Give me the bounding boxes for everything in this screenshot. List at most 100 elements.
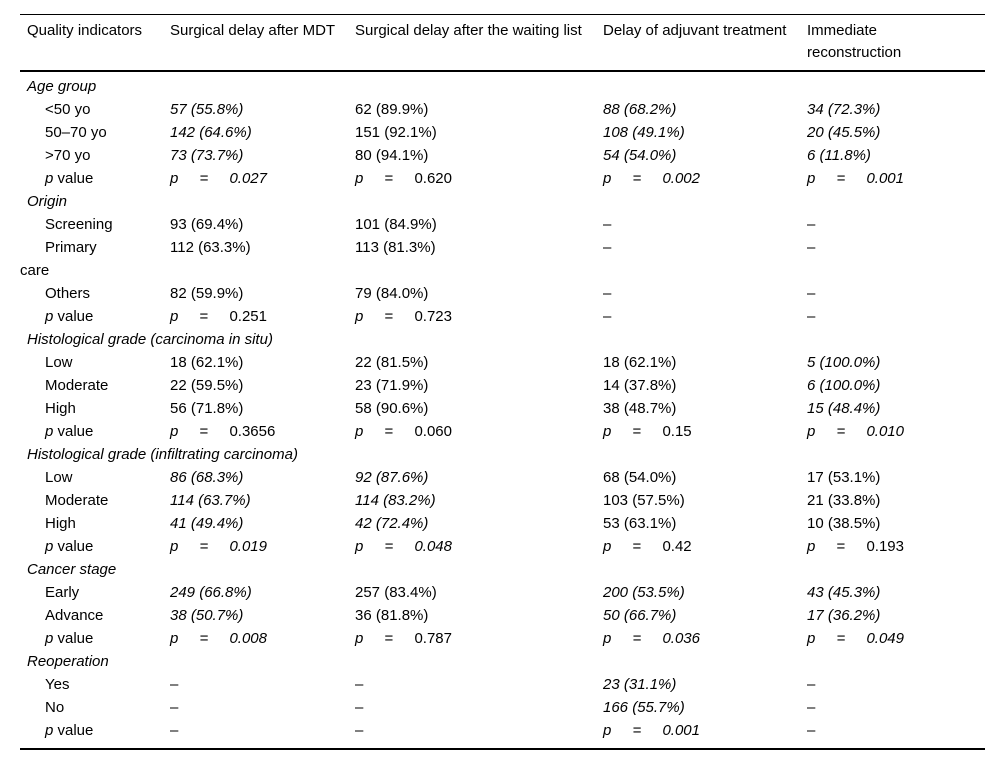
row-label: p value: [45, 170, 94, 187]
data-cell: 18 (62.1%): [170, 354, 244, 371]
data-cell: 36 (81.8%): [355, 607, 429, 624]
data-cell: p = 0.008: [170, 630, 267, 647]
row-label: Yes: [45, 676, 70, 693]
p-symbol: p: [603, 423, 612, 440]
data-cell: p = 0.723: [355, 308, 452, 325]
data-cell: 38 (48.7%): [603, 400, 677, 417]
data-cell: –: [355, 699, 364, 716]
table-row: p value p = 0.019 p = 0.048 p = 0.42 p = 0.1…: [20, 535, 985, 558]
column-header-quality-indicators: Quality indicators: [27, 22, 143, 39]
data-cell: 17 (53.1%): [807, 469, 881, 486]
data-cell: 10 (38.5%): [807, 515, 881, 532]
p-symbol: p: [45, 722, 54, 739]
data-cell: 93 (69.4%): [170, 216, 244, 233]
row-label: No: [45, 699, 65, 716]
data-cell: 15 (48.4%): [807, 400, 881, 417]
row-label: Early: [45, 584, 80, 601]
p-symbol: p: [355, 423, 364, 440]
data-cell: 20 (45.5%): [807, 124, 881, 141]
section-row: Histological grade (infiltrating carcino…: [20, 443, 985, 466]
table-row: Moderate 22 (59.5%) 23 (71.9%) 14 (37.8%) 6 …: [20, 374, 985, 397]
row-label: Low: [45, 354, 73, 371]
table-row: Low 86 (68.3%) 92 (87.6%) 68 (54.0%) 17 (53.…: [20, 466, 985, 489]
column-header-immediate-reconstruction: Immediate reconstruction: [807, 22, 902, 61]
data-cell: 21 (33.8%): [807, 492, 881, 509]
data-cell: –: [170, 676, 179, 693]
data-cell: 56 (71.8%): [170, 400, 244, 417]
data-cell: –: [807, 699, 816, 716]
data-cell: –: [603, 216, 612, 233]
table-row: High 56 (71.8%) 58 (90.6%) 38 (48.7%) 15 (48…: [20, 397, 985, 420]
section-label: Origin: [27, 193, 68, 210]
data-cell: 82 (59.9%): [170, 285, 244, 302]
table-row: p value p = 0.251 p = 0.723 – –: [20, 305, 985, 328]
row-label: p value: [45, 423, 94, 440]
data-cell: p = 0.620: [355, 170, 452, 187]
table-row: Yes – – 23 (31.1%) –: [20, 673, 985, 696]
p-symbol: p: [355, 170, 364, 187]
data-cell: p = 0.060: [355, 423, 452, 440]
p-symbol: p: [45, 308, 54, 325]
data-cell: 80 (94.1%): [355, 147, 429, 164]
data-cell: 62 (89.9%): [355, 101, 429, 118]
section-label: Reoperation: [27, 653, 109, 670]
data-cell: p = 0.3656: [170, 423, 276, 440]
data-cell: –: [603, 239, 612, 256]
p-symbol: p: [170, 538, 179, 555]
column-header-surgical-delay-waiting-list: Surgical delay after the waiting list: [355, 22, 582, 39]
data-cell: 50 (66.7%): [603, 607, 677, 624]
data-cell: 6 (11.8%): [807, 147, 871, 164]
row-label: 50–70 yo: [45, 124, 107, 141]
p-symbol: p: [355, 538, 364, 555]
data-cell: –: [603, 308, 612, 325]
row-label: Moderate: [45, 377, 109, 394]
data-cell: 57 (55.8%): [170, 101, 244, 118]
table-row: >70 yo 73 (73.7%) 80 (94.1%) 54 (54.0%) 6 (1…: [20, 144, 985, 167]
data-cell: 41 (49.4%): [170, 515, 244, 532]
data-cell: 112 (63.3%): [170, 239, 251, 256]
row-label: Others: [45, 285, 91, 302]
data-cell: 114 (83.2%): [355, 492, 436, 509]
data-cell: 58 (90.6%): [355, 400, 429, 417]
row-label: p value: [45, 722, 94, 739]
table-row: Screening 93 (69.4%) 101 (84.9%) – –: [20, 213, 985, 236]
data-cell: –: [355, 676, 364, 693]
data-cell: 6 (100.0%): [807, 377, 881, 394]
row-label: Moderate: [45, 492, 109, 509]
data-cell: 18 (62.1%): [603, 354, 677, 371]
data-cell: 42 (72.4%): [355, 515, 429, 532]
row-label: Screening: [45, 216, 113, 233]
row-label: p value: [45, 308, 94, 325]
data-cell: 249 (66.8%): [170, 584, 252, 601]
data-cell: 142 (64.6%): [170, 124, 252, 141]
data-cell: p = 0.001: [603, 722, 700, 739]
section-row: Reoperation: [20, 650, 985, 673]
table-row: 50–70 yo 142 (64.6%) 151 (92.1%) 108 (49.1%…: [20, 121, 985, 144]
table-row: p value p = 0.3656 p = 0.060 p = 0.15 p = 0.…: [20, 420, 985, 443]
row-label: High: [45, 515, 76, 532]
data-cell: –: [807, 285, 816, 302]
table-row: p value p = 0.027 p = 0.620 p = 0.002 p = 0.…: [20, 167, 985, 190]
table-header-row: Quality indicators Surgical delay after …: [20, 14, 985, 72]
data-cell: 73 (73.7%): [170, 147, 244, 164]
data-cell: p = 0.193: [807, 538, 904, 555]
data-cell: p = 0.048: [355, 538, 452, 555]
data-cell: 88 (68.2%): [603, 101, 677, 118]
data-cell: p = 0.251: [170, 308, 267, 325]
table-row: p value – – p = 0.001 –: [20, 719, 985, 742]
data-cell: 108 (49.1%): [603, 124, 685, 141]
p-symbol: p: [45, 423, 54, 440]
section-row: Histological grade (carcinoma in situ): [20, 328, 985, 351]
data-cell: 22 (59.5%): [170, 377, 244, 394]
data-cell: –: [170, 722, 179, 739]
table-row: Moderate 114 (63.7%) 114 (83.2%) 103 (57.5%…: [20, 489, 985, 512]
p-symbol: p: [170, 423, 179, 440]
p-symbol: p: [603, 538, 612, 555]
data-cell: p = 0.787: [355, 630, 452, 647]
table-row: Primary care 112 (63.3%) 113 (81.3%) – –: [20, 236, 985, 282]
data-cell: p = 0.42: [603, 538, 692, 555]
data-cell: 86 (68.3%): [170, 469, 244, 486]
section-label: Histological grade (carcinoma in situ): [27, 331, 273, 348]
table-row: <50 yo 57 (55.8%) 62 (89.9%) 88 (68.2%) 34 (…: [20, 98, 985, 121]
data-cell: 103 (57.5%): [603, 492, 685, 509]
